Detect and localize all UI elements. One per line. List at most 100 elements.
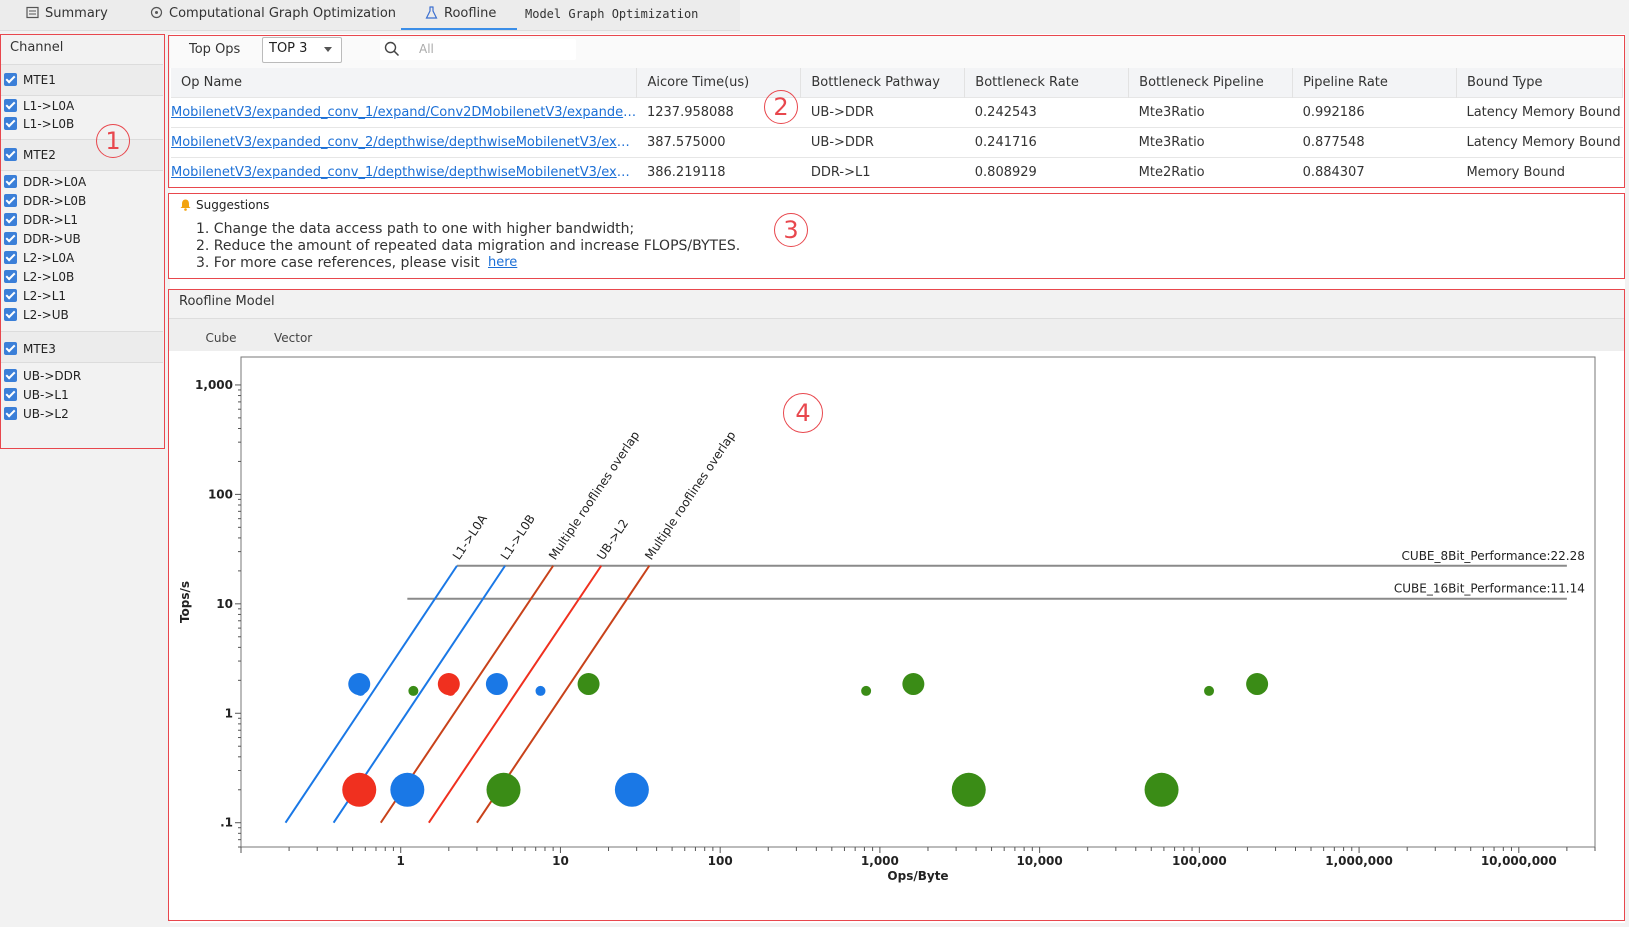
- op-name-cell: MobilenetV3/expanded_conv_1/expand/Conv2…: [171, 97, 637, 128]
- suggestion-line-3: 3. For more case references, please visi…: [196, 255, 480, 271]
- x-tick-label: 100: [708, 854, 733, 868]
- data-point: [390, 772, 425, 807]
- table-cell: Latency Memory Bound: [1456, 127, 1623, 158]
- plot-frame: [240, 356, 1596, 848]
- roofline-title: Roofline Model: [179, 294, 275, 309]
- op-name-cell: MobilenetV3/expanded_conv_1/depthwise/de…: [171, 157, 637, 187]
- y-tick-label: 1,000: [195, 378, 233, 392]
- channel-group-mte2: [0, 139, 163, 171]
- channel-item-ub-l1[interactable]: UB->L1: [4, 386, 69, 403]
- table-cell: 0.242543: [964, 97, 1129, 128]
- checkbox-icon: [4, 117, 17, 130]
- table-cell: Mte2Ratio: [1128, 157, 1293, 187]
- channel-item-ub-ddr[interactable]: UB->DDR: [4, 367, 81, 384]
- checkbox-icon: [4, 251, 17, 264]
- top-ops-value: TOP 3: [269, 41, 308, 56]
- channel-item-l2-l0b[interactable]: L2->L0B: [4, 268, 74, 285]
- channel-item-label: UB->DDR: [23, 368, 82, 383]
- tab-model-graph-label: Model Graph Optimization: [525, 7, 699, 21]
- table-row: MobilenetV3/expanded_conv_1/expand/Conv2…: [171, 97, 1623, 128]
- column-header-bottleneck-rate[interactable]: Bottleneck Rate: [964, 68, 1130, 98]
- y-tick-label: 100: [208, 487, 233, 501]
- data-point: [342, 772, 377, 807]
- channel-group-mte2-checkbox[interactable]: MTE2: [4, 146, 56, 163]
- x-tick-label: 1: [397, 854, 405, 868]
- channel-item-ub-l2[interactable]: UB->L2: [4, 405, 69, 422]
- checkbox-icon: [4, 194, 17, 207]
- column-header-op-name[interactable]: Op Name: [171, 68, 638, 98]
- channel-item-label: L2->L0B: [23, 269, 75, 284]
- table-cell: Memory Bound: [1456, 157, 1623, 187]
- tab-roofline-label: Roofline: [444, 6, 497, 21]
- data-point: [408, 685, 419, 696]
- suggestion-line-2: 2. Reduce the amount of repeated data mi…: [196, 238, 741, 254]
- column-header-bottleneck-pipeline[interactable]: Bottleneck Pipeline: [1128, 68, 1294, 98]
- table-header-row: Op Name Aicore Time(us) Bottleneck Pathw…: [171, 68, 1624, 98]
- top-tab-bar: Summary Computational Graph Optimization…: [0, 0, 740, 31]
- channel-item-ddr-ub[interactable]: DDR->UB: [4, 230, 81, 247]
- channel-item-label: DDR->L0A: [23, 174, 87, 189]
- table-cell: 0.992186: [1292, 97, 1457, 128]
- channel-item-ddr-l1[interactable]: DDR->L1: [4, 211, 78, 228]
- roofline-subtab-bar: Cube Vector: [169, 318, 1624, 354]
- checkbox-icon: [4, 73, 17, 86]
- channel-group-label: MTE1: [23, 72, 56, 87]
- bell-icon: [180, 199, 191, 211]
- channel-group-mte3-checkbox[interactable]: MTE3: [4, 340, 56, 357]
- channel-item-l2-l1[interactable]: L2->L1: [4, 287, 66, 304]
- channel-item-ddr-l0a[interactable]: DDR->L0A: [4, 173, 86, 190]
- x-tick-label: 10,000: [1016, 854, 1062, 868]
- checkbox-icon: [4, 148, 17, 161]
- column-header-bound-type[interactable]: Bound Type: [1456, 68, 1624, 98]
- checkbox-icon: [4, 308, 17, 321]
- subtab-vector[interactable]: Vector: [274, 331, 313, 345]
- y-axis-label: Tops/s: [178, 581, 192, 623]
- tab-computational-graph[interactable]: Computational Graph Optimization: [150, 0, 396, 30]
- channel-item-label: DDR->L1: [23, 212, 79, 227]
- tab-model-graph[interactable]: Model Graph Optimization: [525, 0, 698, 30]
- column-header-bottleneck-pathway[interactable]: Bottleneck Pathway: [800, 68, 966, 98]
- channel-item-l1-l0a[interactable]: L1->L0A: [4, 97, 74, 114]
- table-cell: 0.241716: [964, 127, 1129, 158]
- channel-group-label: MTE3: [23, 341, 56, 356]
- channel-item-label: L2->L1: [23, 288, 67, 303]
- channel-item-label: L2->UB: [23, 307, 69, 322]
- channel-group-mte1-checkbox[interactable]: MTE1: [4, 71, 56, 88]
- search-icon: [384, 41, 400, 57]
- x-tick-label: 100,000: [1172, 854, 1227, 868]
- x-tick-label: 1,000: [861, 854, 899, 868]
- table-row: MobilenetV3/expanded_conv_1/depthwise/de…: [171, 157, 1623, 187]
- search-input[interactable]: All: [419, 42, 434, 56]
- graph-icon: [150, 6, 163, 19]
- roofline-line: [284, 565, 458, 824]
- here-link[interactable]: here: [488, 255, 518, 270]
- data-point: [1204, 685, 1215, 696]
- data-point: [861, 685, 872, 696]
- suggestions-panel: [169, 193, 1624, 277]
- checkbox-icon: [4, 270, 17, 283]
- data-point: [486, 772, 521, 807]
- table-cell: Mte3Ratio: [1128, 97, 1293, 128]
- channel-item-l2-ub[interactable]: L2->UB: [4, 306, 69, 323]
- channel-item-l1-l0b[interactable]: L1->L0B: [4, 115, 74, 132]
- table-cell: UB->DDR: [800, 127, 965, 158]
- roofline-line: [428, 565, 603, 824]
- annotation-box-2: [168, 35, 1625, 188]
- table-cell: 387.575000: [636, 127, 801, 158]
- data-point: [355, 685, 366, 696]
- channel-item-ddr-l0b[interactable]: DDR->L0B: [4, 192, 86, 209]
- x-tick-label: 10,000,000: [1481, 854, 1557, 868]
- channel-group-mte3: [0, 331, 163, 363]
- table-cell: Latency Memory Bound: [1456, 97, 1623, 128]
- checkbox-icon: [4, 342, 17, 355]
- tab-summary[interactable]: Summary: [26, 0, 108, 30]
- ops-table: Op Name Aicore Time(us) Bottleneck Pathw…: [171, 68, 1624, 187]
- annotation-box-3: [168, 193, 1625, 279]
- top-ops-select[interactable]: TOP 3: [262, 37, 342, 63]
- checkbox-icon: [4, 407, 17, 420]
- tab-computational-graph-label: Computational Graph Optimization: [169, 6, 397, 21]
- search-box[interactable]: All: [380, 39, 576, 60]
- channel-item-l2-l0a[interactable]: L2->L0A: [4, 249, 74, 266]
- tab-roofline[interactable]: Roofline: [401, 0, 517, 30]
- column-header-pipeline-rate[interactable]: Pipeline Rate: [1292, 68, 1457, 98]
